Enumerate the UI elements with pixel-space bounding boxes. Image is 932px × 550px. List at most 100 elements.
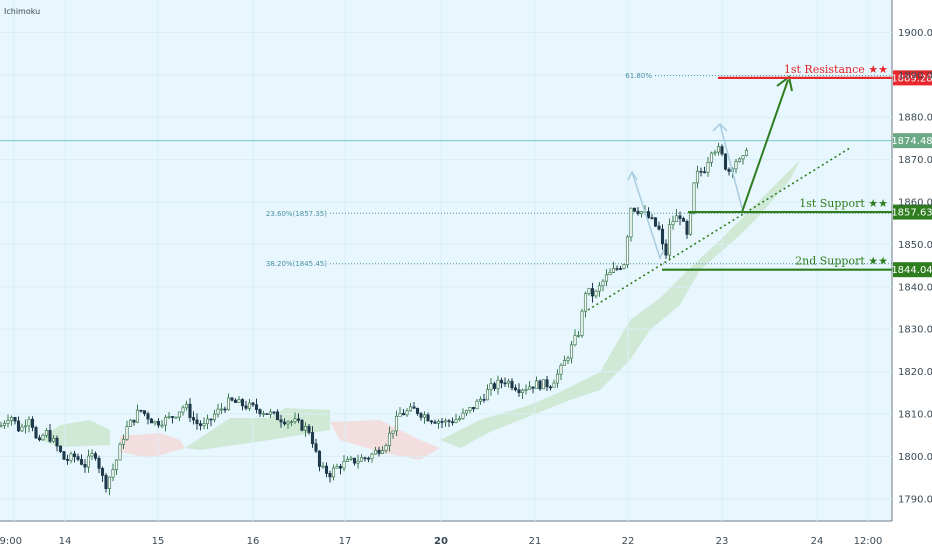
candle-body <box>349 457 353 460</box>
candle-body <box>492 383 497 389</box>
candle-body <box>314 443 318 452</box>
candle-body <box>55 437 59 447</box>
candle-body <box>34 427 38 439</box>
candle-body <box>622 264 626 269</box>
candle-body <box>170 416 175 418</box>
candle-body <box>37 437 42 441</box>
current-price-tag <box>893 133 932 149</box>
level-label: 1st Support ★★ <box>799 197 888 210</box>
candle-body <box>132 419 136 423</box>
candle-body <box>128 419 133 427</box>
projection-arrow <box>741 79 789 213</box>
candle-body <box>373 449 378 455</box>
candle-body <box>321 465 325 468</box>
candle-body <box>478 398 483 402</box>
price-tick-label: 1880.00 <box>898 113 932 124</box>
candle-body <box>629 207 633 238</box>
candle-body <box>475 400 479 410</box>
candle-body <box>51 437 56 442</box>
candle-body <box>20 426 24 432</box>
price-tick-label: 1790.00 <box>898 494 932 505</box>
candle-body <box>342 461 346 469</box>
candle-body <box>93 453 98 459</box>
candle-body <box>723 153 728 170</box>
candle-body <box>695 170 700 184</box>
level-price-value: 1844.04 <box>891 265 932 276</box>
candle-body <box>104 475 108 489</box>
candle-body <box>548 386 553 389</box>
candle-body <box>79 459 84 465</box>
time-tick-label: 22 <box>622 536 635 547</box>
candle-body <box>426 414 430 422</box>
candle-body <box>569 344 574 359</box>
candle-body <box>604 274 609 282</box>
candle-body <box>541 379 546 390</box>
candle-body <box>394 415 399 432</box>
level-label: 1st Resistance ★★ <box>784 63 888 76</box>
price-tick-label: 1850.00 <box>898 240 932 251</box>
candle-body <box>188 403 192 418</box>
candle-body <box>219 408 224 411</box>
candle-body <box>461 412 465 419</box>
price-tick-label: 1800.00 <box>898 452 932 463</box>
candle-body <box>653 217 658 227</box>
time-tick-label: 21 <box>529 536 542 547</box>
candle-body <box>149 418 154 424</box>
candle-body <box>265 413 269 415</box>
candle-body <box>303 425 308 431</box>
grid <box>0 0 892 521</box>
time-tick-label: 23 <box>716 536 729 547</box>
candle-body <box>709 152 714 163</box>
candle-body <box>296 418 301 421</box>
current-price-value: 1874.48 <box>891 136 932 147</box>
level-price-value: 1857.63 <box>891 208 932 219</box>
candle-body <box>419 413 423 418</box>
time-tick-label: 20 <box>434 536 448 547</box>
candle-body <box>335 466 339 469</box>
candle-body <box>506 380 511 384</box>
candle-body <box>275 411 280 421</box>
candle-body <box>415 408 420 414</box>
candle-body <box>450 421 455 424</box>
candle-body <box>300 419 304 431</box>
candle-body <box>167 416 171 418</box>
candle-body <box>366 457 371 460</box>
candle-body <box>646 211 651 219</box>
candle-body <box>279 419 283 423</box>
candle-body <box>387 432 392 446</box>
cloud-bear-region <box>120 433 185 458</box>
candle-body <box>632 207 637 212</box>
candle-body <box>359 457 364 462</box>
candle-body <box>664 243 668 256</box>
candle-body <box>436 421 441 424</box>
cloud-bull-region <box>185 408 330 450</box>
candle-body <box>650 217 654 220</box>
candle-body <box>268 411 273 415</box>
candle-body <box>370 453 374 459</box>
candle-body <box>489 383 493 390</box>
candle-body <box>671 221 675 226</box>
fib-label: 23.60%(1857.35) <box>266 210 327 218</box>
candle-body <box>174 416 178 419</box>
candle-body <box>734 161 738 170</box>
candle-body <box>307 425 311 433</box>
candle-body <box>433 421 437 424</box>
candle-body <box>146 413 150 420</box>
candle-body <box>58 445 63 452</box>
level-price-tag <box>893 262 932 278</box>
candle-body <box>412 406 416 409</box>
candle-body <box>471 407 476 410</box>
candle-body <box>454 419 458 423</box>
candle-body <box>601 280 605 287</box>
candle-body <box>580 310 584 336</box>
candle-body <box>702 171 707 174</box>
candle-body <box>23 425 28 428</box>
candle-body <box>625 236 630 265</box>
swing-projection-arrow <box>627 170 665 260</box>
candle-body <box>100 468 105 476</box>
candle-body <box>97 457 101 469</box>
candle-body <box>163 416 168 426</box>
